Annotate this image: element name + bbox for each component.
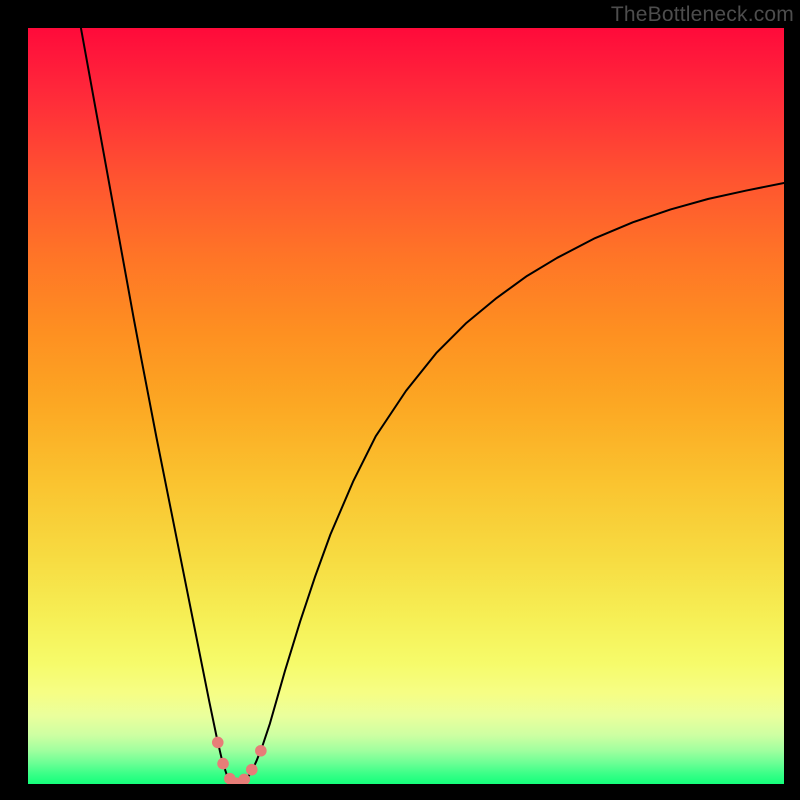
marker-point xyxy=(212,737,223,748)
plot-background xyxy=(28,28,784,784)
marker-point xyxy=(256,745,267,756)
chart-container: TheBottleneck.com xyxy=(0,0,800,800)
marker-point xyxy=(218,758,229,769)
marker-point xyxy=(246,764,257,775)
watermark-text: TheBottleneck.com xyxy=(611,3,794,27)
bottleneck-chart xyxy=(0,0,800,800)
marker-point xyxy=(239,774,250,785)
